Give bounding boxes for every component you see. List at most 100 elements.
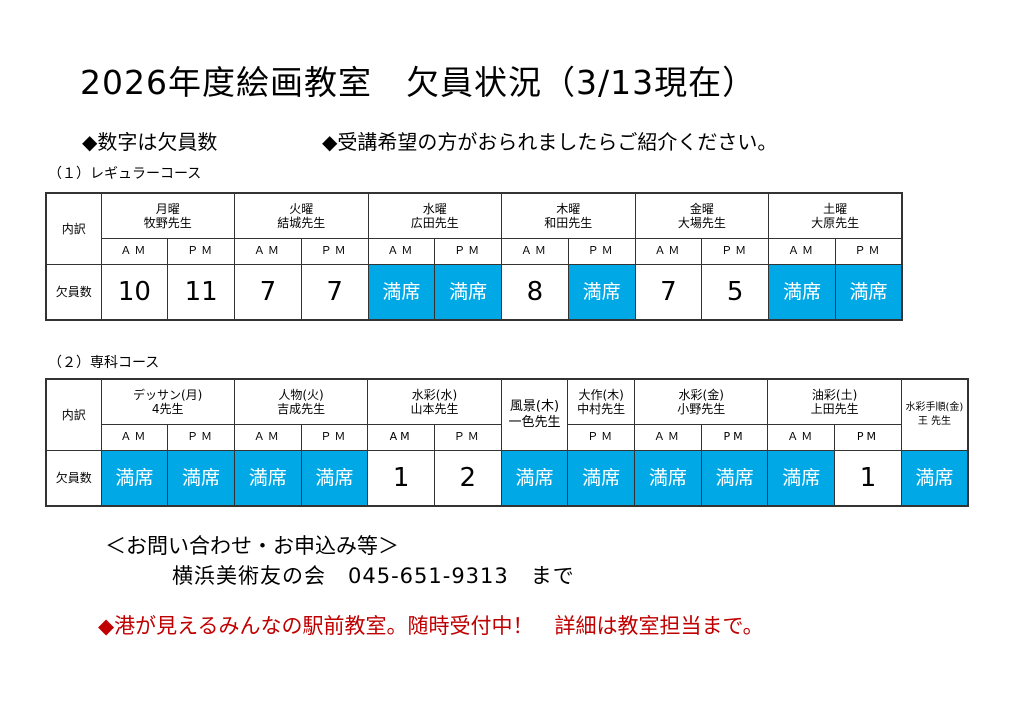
slot-time-label: ＡＭ	[768, 237, 836, 265]
slot-time-label: ＰＭ	[167, 423, 235, 451]
class-title: 月曜	[155, 201, 180, 216]
vacancy-full-badge: 満席	[434, 263, 503, 321]
vacancy-count: 5	[701, 263, 770, 321]
slot-time-label: ＰＭ	[300, 237, 369, 265]
contact-line: 横浜美術友の会 045-651-9313 まで	[172, 564, 575, 588]
class-title: デッサン(月)	[133, 387, 203, 402]
class-teacher: 結城先生	[277, 215, 326, 230]
slot-time-label: PM	[700, 423, 769, 451]
slot-time-label: ＡＭ	[634, 423, 702, 451]
class-title: 水彩手順(金)	[905, 401, 964, 413]
slot-time-label: PM	[834, 423, 902, 451]
class-title: 土曜	[823, 201, 848, 216]
slot-time-label: ＡＭ	[233, 423, 302, 451]
class-teacher: 一色先生	[508, 414, 561, 430]
class-teacher: 中村先生	[577, 401, 626, 416]
slot-time-label: ＡＭ	[234, 237, 302, 265]
note-referral: ◆受講希望の方がおられましたらご紹介ください。	[322, 130, 778, 154]
vacancy-full-badge: 満席	[567, 263, 636, 321]
class-header: デッサン(月) 4先生	[100, 378, 235, 425]
vacancy-count: 2	[433, 449, 502, 507]
vacancy-full-badge: 満席	[768, 263, 836, 321]
slot-time-label: AM	[367, 423, 435, 451]
vacancy-full-badge: 満席	[167, 449, 235, 507]
row-label-vacancies: 欠員数	[45, 449, 102, 507]
slot-time-label: ＰＭ	[167, 237, 236, 265]
class-header: 大作(木) 中村先生	[567, 378, 636, 425]
row-label-header: 内訳	[45, 192, 102, 265]
vacancy-count: 10	[100, 263, 169, 321]
slot-time-label: ＰＭ	[567, 423, 636, 451]
class-teacher: 山本先生	[410, 401, 459, 416]
slot-time-label: ＡＭ	[501, 237, 569, 265]
class-teacher: 大原先生	[811, 215, 860, 230]
class-teacher: 王 先生	[917, 415, 951, 427]
vacancy-full-badge: 満席	[567, 449, 636, 507]
class-teacher: 上田先生	[810, 401, 859, 416]
vacancy-count: 7	[634, 263, 703, 321]
vacancy-full-badge: 満席	[367, 263, 436, 321]
class-title: 金曜	[689, 201, 714, 216]
slot-time-label: ＡＭ	[634, 237, 703, 265]
vacancy-full-badge: 満席	[300, 449, 369, 507]
slot-time-label: ＰＭ	[434, 237, 503, 265]
class-header: 人物(火) 吉成先生	[233, 378, 369, 425]
contact-heading: ＜お問い合わせ・お申込み等＞	[105, 534, 399, 558]
vacancy-full-badge: 満席	[767, 449, 836, 507]
slot-time-label: ＡＭ	[767, 423, 836, 451]
vacancy-full-badge: 満席	[634, 449, 702, 507]
vacancy-count: 1	[367, 449, 435, 507]
class-header: 水曜 広田先生	[367, 192, 503, 239]
slot-time-label: ＰＭ	[300, 423, 369, 451]
class-title: 風景(木)	[509, 398, 560, 414]
slot-time-label: ＡＭ	[100, 237, 169, 265]
class-teacher: 4先生	[151, 401, 184, 416]
class-header: 土曜 大原先生	[768, 192, 903, 239]
page-title: 2026年度絵画教室 欠員状況（3/13現在）	[80, 63, 757, 102]
class-header: 木曜 和田先生	[501, 192, 636, 239]
vacancy-count: 11	[167, 263, 236, 321]
class-teacher: 和田先生	[544, 215, 593, 230]
class-header: 水彩手順(金) 王 先生	[900, 378, 969, 451]
class-title: 水曜	[422, 201, 447, 216]
class-title: 油彩(土)	[811, 387, 858, 402]
class-title: 大作(木)	[578, 387, 624, 402]
vacancy-count: 7	[300, 263, 369, 321]
class-title: 火曜	[289, 201, 314, 216]
class-header: 風景(木) 一色先生	[500, 378, 569, 451]
vacancy-full-badge: 満席	[834, 263, 903, 321]
regular-course-heading: （１）レギュラーコース	[48, 166, 202, 182]
special-course-heading: （２）専科コース	[48, 355, 160, 371]
row-label-header: 内訳	[45, 378, 102, 451]
class-header: 油彩(土) 上田先生	[767, 378, 902, 425]
vacancy-full-badge: 満席	[233, 449, 302, 507]
class-teacher: 牧野先生	[143, 215, 192, 230]
note-legend: ◆数字は欠員数	[82, 130, 218, 154]
class-header: 火曜 結城先生	[234, 192, 369, 239]
class-title: 人物(火)	[278, 387, 324, 402]
class-header: 水彩(水) 山本先生	[367, 378, 502, 425]
vacancy-full-badge: 満席	[900, 449, 969, 507]
class-title: 水彩(水)	[411, 387, 458, 402]
regular-course-table: 内訳 月曜 牧野先生 火曜 結城先生 水曜 広田先生 木曜 和田先生 金曜 大場先生 土曜 大原先生 ＡＭ…	[45, 192, 904, 321]
vacancy-full-badge: 満席	[500, 449, 569, 507]
slot-time-label: ＰＭ	[701, 237, 770, 265]
class-header: 金曜 大場先生	[634, 192, 770, 239]
slot-time-label: ＰＭ	[567, 237, 636, 265]
class-teacher: 小野先生	[677, 401, 726, 416]
slot-time-label: ＡＭ	[100, 423, 169, 451]
vacancy-count: 1	[834, 449, 902, 507]
slot-time-label: ＰＭ	[834, 237, 903, 265]
vacancy-count: 8	[501, 263, 569, 321]
class-teacher: 広田先生	[410, 215, 459, 230]
slot-time-label: ＰＭ	[433, 423, 502, 451]
class-header: 水彩(金) 小野先生	[634, 378, 769, 425]
class-title: 水彩(金)	[678, 387, 724, 402]
row-label-vacancies: 欠員数	[45, 263, 102, 321]
vacancy-full-badge: 満席	[100, 449, 169, 507]
special-course-table: 内訳 デッサン(月) 4先生 人物(火) 吉成先生 水彩(水) 山本先生 風景(木) 一色先生大…	[45, 378, 969, 507]
class-header: 月曜 牧野先生	[100, 192, 236, 239]
vacancy-count: 7	[234, 263, 302, 321]
promo-text: ◆港が見えるみんなの駅前教室。随時受付中！ 詳細は教室担当まで。	[98, 614, 764, 638]
class-teacher: 大場先生	[677, 215, 726, 230]
